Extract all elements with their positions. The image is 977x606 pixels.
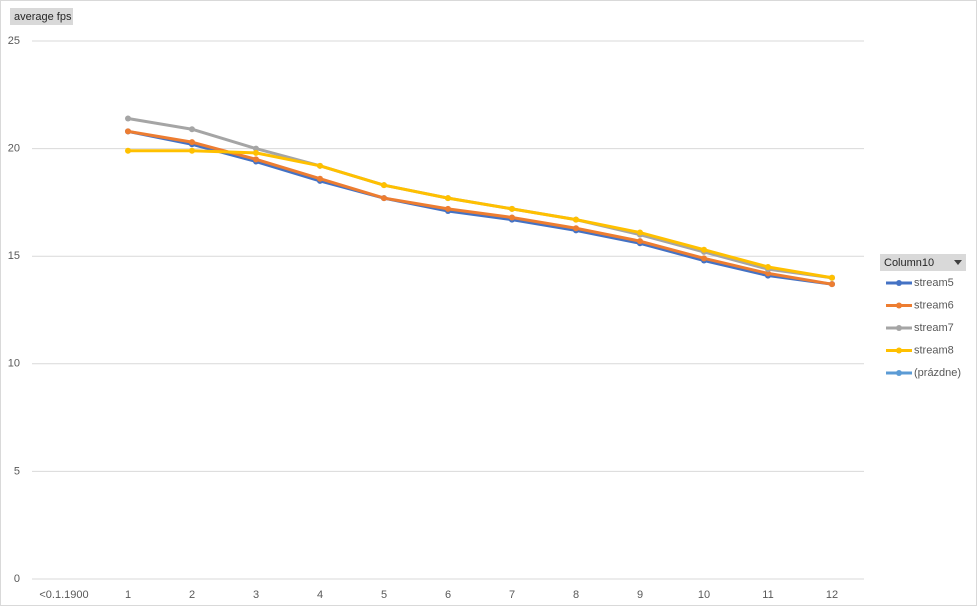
data-point xyxy=(509,214,515,221)
legend-marker xyxy=(896,280,902,286)
data-point xyxy=(125,115,131,122)
legend-marker xyxy=(896,325,902,331)
x-tick-label: 8 xyxy=(573,589,579,601)
data-point xyxy=(701,255,707,262)
data-point xyxy=(125,147,131,154)
x-tick-label: 12 xyxy=(826,589,838,601)
data-point xyxy=(381,182,387,189)
y-tick-label: 15 xyxy=(8,250,20,262)
y-tick-label: 5 xyxy=(14,465,20,477)
data-point xyxy=(317,162,323,169)
series-line xyxy=(127,129,833,286)
x-tick-label: 4 xyxy=(317,589,323,601)
legend-header[interactable]: Column10 xyxy=(880,254,966,271)
series-line xyxy=(127,129,833,286)
data-point xyxy=(637,238,643,245)
data-point xyxy=(573,225,579,232)
data-point xyxy=(253,149,259,156)
data-point xyxy=(637,229,643,236)
y-axis-title[interactable]: average fps xyxy=(14,11,72,23)
data-point xyxy=(253,145,259,152)
legend-label[interactable]: stream6 xyxy=(914,299,954,311)
y-tick-label: 20 xyxy=(8,143,20,155)
data-point xyxy=(189,126,195,133)
data-point xyxy=(573,216,579,223)
legend-title[interactable]: Column10 xyxy=(884,257,934,269)
legend-marker xyxy=(896,347,902,354)
data-point xyxy=(701,246,707,253)
x-tick-label: 11 xyxy=(762,589,773,601)
x-tick-label: 3 xyxy=(253,589,259,601)
data-point xyxy=(829,274,835,281)
data-point xyxy=(317,175,323,182)
x-tick-label: 5 xyxy=(381,589,387,601)
data-point xyxy=(445,195,451,202)
data-point xyxy=(509,205,515,212)
data-point xyxy=(765,270,771,277)
y-tick-label: 0 xyxy=(14,573,20,585)
y-tick-label: 25 xyxy=(8,35,20,47)
field-button[interactable] xyxy=(10,8,73,25)
legend-marker xyxy=(896,302,902,309)
data-point xyxy=(253,156,259,163)
x-tick-label: 10 xyxy=(698,589,710,601)
x-tick-label: 1 xyxy=(125,589,131,601)
data-point xyxy=(445,205,451,212)
legend-label[interactable]: (prázdne) xyxy=(914,367,961,379)
legend-label[interactable]: stream5 xyxy=(914,277,954,289)
data-point xyxy=(765,263,771,270)
x-tick-label: 7 xyxy=(509,589,515,601)
data-point xyxy=(829,281,835,288)
x-tick-label: 9 xyxy=(637,589,643,601)
x-tick-label: <0.1.1900 xyxy=(39,589,88,601)
legend-filter-button[interactable] xyxy=(880,254,966,271)
data-point xyxy=(125,128,131,135)
legend-label[interactable]: stream8 xyxy=(914,344,954,356)
data-point xyxy=(381,195,387,202)
x-tick-label: 2 xyxy=(189,589,195,601)
data-point xyxy=(189,147,195,154)
legend-label[interactable]: stream7 xyxy=(914,322,954,334)
x-tick-label: 6 xyxy=(445,589,451,601)
series-line xyxy=(128,149,833,280)
legend-marker xyxy=(896,370,902,376)
dropdown-arrow[interactable] xyxy=(954,260,962,265)
y-tick-label: 10 xyxy=(8,358,20,370)
data-point xyxy=(189,139,195,146)
